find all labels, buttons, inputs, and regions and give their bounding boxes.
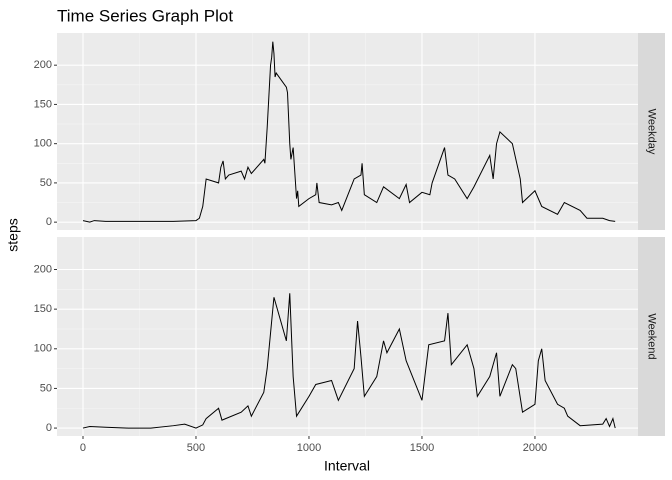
data-line [82, 41, 616, 223]
x-tick-label: 0 [80, 442, 86, 454]
y-tick-label: 150 [34, 98, 52, 110]
y-tick-label: 100 [34, 343, 52, 355]
strip-label: Weekend [646, 313, 658, 359]
strip-label: Weekday [646, 109, 658, 155]
panel-background [57, 33, 638, 230]
y-tick-label: 50 [40, 177, 52, 189]
panel-background [57, 237, 638, 436]
strip-background [638, 33, 665, 230]
x-tick-label: 1000 [297, 442, 321, 454]
x-tick-label: 1500 [410, 442, 434, 454]
chart-title: Time Series Graph Plot [57, 6, 233, 25]
y-axis-label: steps [5, 218, 21, 251]
x-tick-label: 500 [187, 442, 205, 454]
data-line [82, 293, 616, 429]
y-tick-label: 0 [46, 216, 52, 228]
strip-background [638, 237, 665, 436]
x-axis-label: Interval [324, 458, 370, 474]
x-tick-label: 2000 [523, 442, 547, 454]
y-tick-label: 200 [34, 59, 52, 71]
y-tick-label: 100 [34, 138, 52, 150]
y-tick-label: 200 [34, 263, 52, 275]
y-tick-label: 0 [46, 422, 52, 434]
y-tick-label: 150 [34, 303, 52, 315]
y-tick-label: 50 [40, 382, 52, 394]
